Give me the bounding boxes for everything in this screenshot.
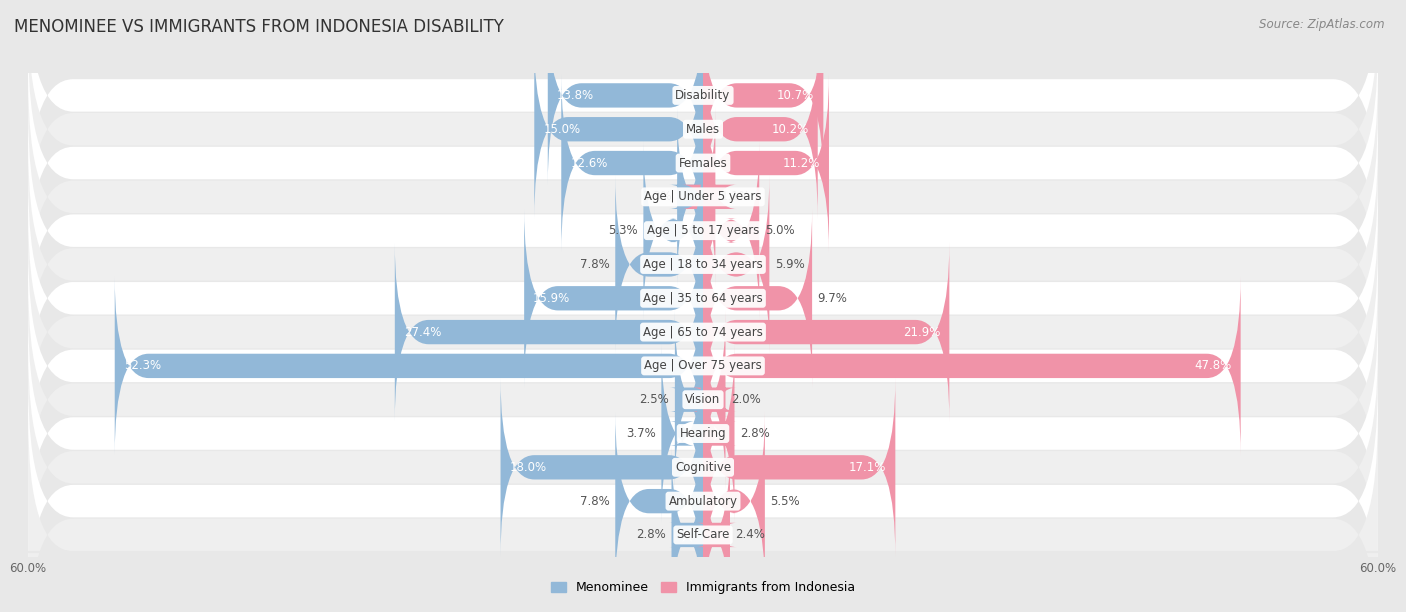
Text: 10.7%: 10.7% — [778, 89, 814, 102]
Text: 15.0%: 15.0% — [543, 123, 581, 136]
Text: 5.0%: 5.0% — [765, 224, 794, 237]
Text: Vision: Vision — [685, 393, 721, 406]
Text: 5.3%: 5.3% — [609, 224, 638, 237]
Text: 2.3%: 2.3% — [641, 190, 672, 203]
FancyBboxPatch shape — [703, 209, 813, 387]
Text: 3.7%: 3.7% — [626, 427, 655, 440]
Text: Cognitive: Cognitive — [675, 461, 731, 474]
FancyBboxPatch shape — [703, 6, 824, 185]
FancyBboxPatch shape — [644, 141, 703, 320]
Text: Age | 65 to 74 years: Age | 65 to 74 years — [643, 326, 763, 338]
Text: Age | 18 to 34 years: Age | 18 to 34 years — [643, 258, 763, 271]
FancyBboxPatch shape — [616, 412, 703, 591]
FancyBboxPatch shape — [561, 74, 703, 252]
Text: 7.8%: 7.8% — [579, 494, 610, 507]
Text: 7.8%: 7.8% — [579, 258, 610, 271]
FancyBboxPatch shape — [703, 40, 818, 218]
FancyBboxPatch shape — [28, 213, 1378, 451]
FancyBboxPatch shape — [395, 243, 703, 421]
FancyBboxPatch shape — [28, 315, 1378, 553]
FancyBboxPatch shape — [703, 412, 765, 591]
FancyBboxPatch shape — [28, 247, 1378, 485]
FancyBboxPatch shape — [28, 146, 1378, 384]
Text: Females: Females — [679, 157, 727, 170]
Text: Disability: Disability — [675, 89, 731, 102]
FancyBboxPatch shape — [616, 175, 703, 354]
FancyBboxPatch shape — [692, 310, 737, 489]
Legend: Menominee, Immigrants from Indonesia: Menominee, Immigrants from Indonesia — [546, 576, 860, 599]
FancyBboxPatch shape — [703, 175, 769, 354]
FancyBboxPatch shape — [28, 78, 1378, 316]
Text: 13.8%: 13.8% — [557, 89, 593, 102]
Text: 47.8%: 47.8% — [1195, 359, 1232, 372]
FancyBboxPatch shape — [524, 209, 703, 387]
Text: 5.9%: 5.9% — [775, 258, 804, 271]
FancyBboxPatch shape — [703, 243, 949, 421]
Text: 15.9%: 15.9% — [533, 292, 571, 305]
FancyBboxPatch shape — [28, 416, 1378, 612]
FancyBboxPatch shape — [703, 277, 1240, 455]
FancyBboxPatch shape — [661, 345, 703, 523]
Text: 10.2%: 10.2% — [772, 123, 808, 136]
Text: Age | 5 to 17 years: Age | 5 to 17 years — [647, 224, 759, 237]
Text: 2.8%: 2.8% — [636, 528, 666, 542]
Text: 9.7%: 9.7% — [818, 292, 848, 305]
Text: 2.4%: 2.4% — [735, 528, 765, 542]
Text: Self-Care: Self-Care — [676, 528, 730, 542]
Text: 21.9%: 21.9% — [903, 326, 941, 338]
FancyBboxPatch shape — [28, 281, 1378, 519]
Text: 5.5%: 5.5% — [770, 494, 800, 507]
Text: Source: ZipAtlas.com: Source: ZipAtlas.com — [1260, 18, 1385, 31]
FancyBboxPatch shape — [682, 108, 737, 286]
Text: 18.0%: 18.0% — [509, 461, 547, 474]
FancyBboxPatch shape — [696, 446, 737, 612]
Text: 2.5%: 2.5% — [640, 393, 669, 406]
Text: 12.6%: 12.6% — [571, 157, 607, 170]
Text: 52.3%: 52.3% — [124, 359, 160, 372]
Text: 2.0%: 2.0% — [731, 393, 761, 406]
FancyBboxPatch shape — [28, 44, 1378, 282]
FancyBboxPatch shape — [703, 378, 896, 556]
FancyBboxPatch shape — [115, 277, 703, 455]
Text: Ambulatory: Ambulatory — [668, 494, 738, 507]
FancyBboxPatch shape — [28, 0, 1378, 214]
FancyBboxPatch shape — [28, 10, 1378, 248]
Text: 17.1%: 17.1% — [849, 461, 886, 474]
FancyBboxPatch shape — [669, 108, 711, 286]
FancyBboxPatch shape — [501, 378, 703, 556]
FancyBboxPatch shape — [669, 446, 706, 612]
Text: Males: Males — [686, 123, 720, 136]
Text: Age | Over 75 years: Age | Over 75 years — [644, 359, 762, 372]
FancyBboxPatch shape — [28, 348, 1378, 586]
Text: 11.2%: 11.2% — [783, 157, 820, 170]
Text: 1.1%: 1.1% — [721, 190, 751, 203]
Text: 2.8%: 2.8% — [740, 427, 770, 440]
FancyBboxPatch shape — [700, 345, 737, 523]
FancyBboxPatch shape — [703, 141, 759, 320]
FancyBboxPatch shape — [28, 111, 1378, 349]
FancyBboxPatch shape — [548, 6, 703, 185]
FancyBboxPatch shape — [669, 310, 709, 489]
Text: 27.4%: 27.4% — [404, 326, 441, 338]
FancyBboxPatch shape — [703, 74, 830, 252]
FancyBboxPatch shape — [534, 40, 703, 218]
Text: Age | Under 5 years: Age | Under 5 years — [644, 190, 762, 203]
Text: MENOMINEE VS IMMIGRANTS FROM INDONESIA DISABILITY: MENOMINEE VS IMMIGRANTS FROM INDONESIA D… — [14, 18, 503, 36]
Text: Hearing: Hearing — [679, 427, 727, 440]
Text: Age | 35 to 64 years: Age | 35 to 64 years — [643, 292, 763, 305]
FancyBboxPatch shape — [28, 179, 1378, 417]
FancyBboxPatch shape — [28, 382, 1378, 612]
